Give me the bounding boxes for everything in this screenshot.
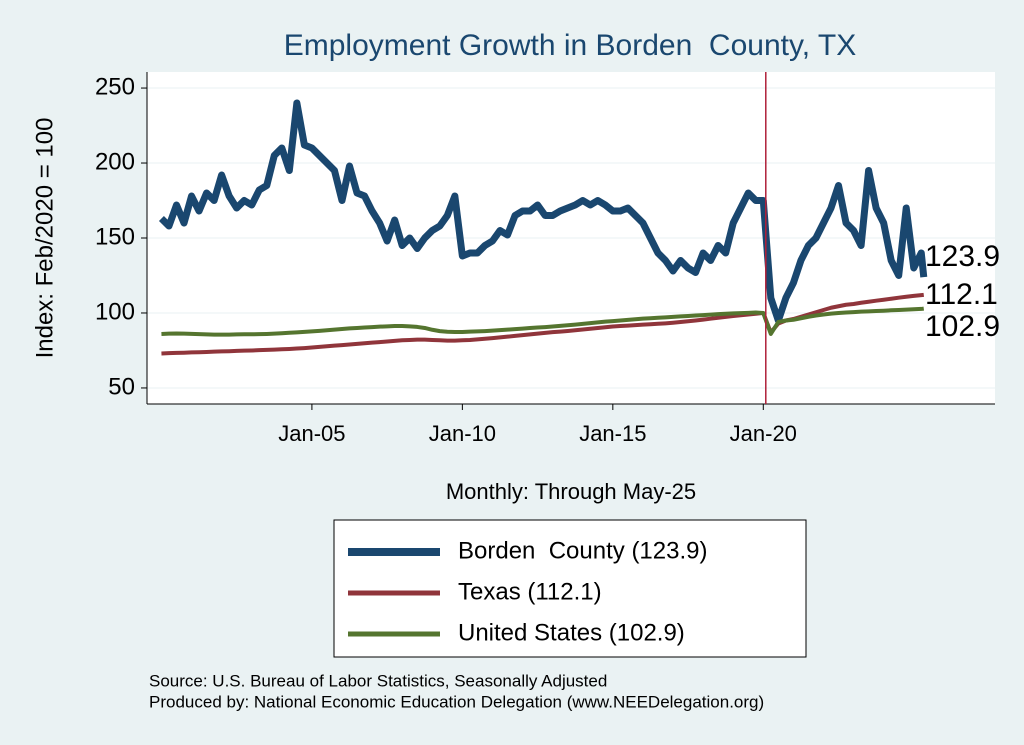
source-note: Source: U.S. Bureau of Labor Statistics,… [149,671,607,690]
legend-label: United States (102.9) [458,619,685,646]
x-axis-label: Monthly: Through May-25 [446,479,696,504]
x-tick-label: Jan-15 [579,421,646,446]
x-tick-label: Jan-20 [730,421,797,446]
legend-label: Borden County (123.9) [458,537,707,564]
end-label: 123.9 [925,240,1000,273]
y-axis-label: Index: Feb/2020 = 100 [31,118,58,359]
y-tick-label: 100 [95,298,135,325]
series-line [161,306,925,337]
y-tick-label: 200 [95,148,135,175]
y-tick-label: 250 [95,73,135,100]
legend-label: Texas (112.1) [458,578,602,605]
y-tick-label: 50 [108,373,135,400]
end-label: 102.9 [925,310,1000,343]
series-line [158,99,928,324]
y-tick-label: 150 [95,223,135,250]
chart-title: Employment Growth in Borden County, TX [284,29,856,62]
end-label: 112.1 [925,278,998,311]
x-tick-label: Jan-05 [278,421,345,446]
x-tick-label: Jan-10 [429,421,496,446]
producer-note: Produced by: National Economic Education… [149,692,764,711]
